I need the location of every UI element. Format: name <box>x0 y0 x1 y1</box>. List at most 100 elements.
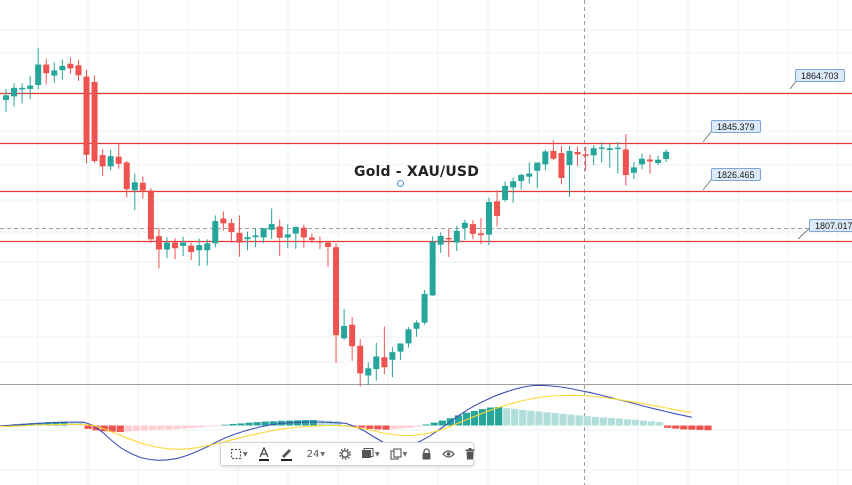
candle-up <box>397 343 404 352</box>
style-button[interactable]: ▼ <box>358 444 383 464</box>
candle-down <box>147 190 154 240</box>
candle-down <box>469 224 476 234</box>
candle-up <box>252 235 259 238</box>
text-color-icon <box>258 447 270 461</box>
font-size-select[interactable]: 24 ▼ <box>304 444 328 464</box>
candle-up <box>421 293 428 323</box>
candle-down <box>494 201 501 216</box>
select-tool-button[interactable]: ▼ <box>227 444 251 464</box>
candle-up <box>453 230 460 243</box>
levels-group <box>0 75 852 243</box>
histogram-bar <box>398 425 406 429</box>
candle-down <box>172 242 179 249</box>
trash-icon <box>465 448 475 460</box>
histogram-bar <box>148 425 157 430</box>
level-label-1807[interactable]: 1807.017 <box>809 219 852 232</box>
candle-down <box>582 154 589 156</box>
histogram-bar <box>591 416 599 426</box>
histogram-bar <box>237 423 245 426</box>
histogram-bar <box>269 421 277 426</box>
candle-down <box>308 237 315 240</box>
candle-up <box>598 147 605 149</box>
oscillator-line-signal <box>0 394 692 450</box>
font-size-value: 24 <box>306 448 320 460</box>
histogram-bar <box>696 425 704 430</box>
histogram-bar <box>527 410 535 426</box>
histogram-bar <box>261 421 269 426</box>
histogram-bar <box>599 417 607 426</box>
histogram-bar <box>567 414 575 426</box>
candle-up <box>3 95 9 100</box>
histogram-bar <box>52 421 60 426</box>
candle-up <box>534 162 541 171</box>
level-label-1864[interactable]: 1864.703 <box>795 69 845 82</box>
histogram-bar <box>189 425 197 429</box>
histogram-bar <box>301 420 310 426</box>
candle-up <box>204 243 211 251</box>
lock-button[interactable] <box>418 444 435 464</box>
histogram-bar <box>519 409 527 426</box>
candle-up <box>244 237 251 240</box>
delete-button[interactable] <box>462 444 478 464</box>
histogram-bar <box>245 422 253 426</box>
candle-down <box>67 63 74 69</box>
histogram-bar <box>454 415 462 426</box>
candle-up <box>51 70 58 76</box>
histogram-bar <box>181 425 189 429</box>
candles-group <box>3 47 670 387</box>
candle-down <box>622 149 629 176</box>
histogram-bar <box>36 422 44 426</box>
histogram-bar <box>672 425 680 429</box>
histogram-bar <box>221 424 229 426</box>
histogram-bar <box>607 417 615 426</box>
histogram-bar <box>551 413 559 426</box>
histogram-bar <box>44 422 52 426</box>
histogram-bar <box>631 419 640 426</box>
candle-down <box>220 218 227 224</box>
candle-up <box>131 182 138 191</box>
clone-button[interactable]: ▼ <box>387 444 411 464</box>
candle-up <box>518 174 525 182</box>
candle-down <box>43 64 50 74</box>
chart-title: Gold - XAU/USD <box>354 164 480 180</box>
histogram-bar <box>124 425 132 432</box>
visibility-button[interactable] <box>439 444 458 464</box>
candle-up <box>19 87 26 90</box>
histogram-bar <box>559 413 567 426</box>
histogram-bar <box>342 424 350 426</box>
chevron-down-icon: ▼ <box>243 450 248 458</box>
histogram-bar <box>704 425 712 431</box>
level-label-1826[interactable]: 1826.465 <box>711 168 761 181</box>
line-color-button[interactable] <box>277 444 296 464</box>
histogram-bar <box>326 420 334 426</box>
text-color-button[interactable] <box>255 444 273 464</box>
candle-down <box>357 345 364 374</box>
title-anchor-handle[interactable] <box>397 180 404 187</box>
candle-down <box>477 233 484 236</box>
candle-down <box>91 81 98 161</box>
histogram-bar <box>688 425 696 430</box>
candle-up <box>405 329 412 344</box>
candle-down <box>155 236 162 250</box>
histogram-bar <box>543 412 551 426</box>
candle-up <box>373 356 380 370</box>
settings-button[interactable] <box>336 444 354 464</box>
histogram-bar <box>84 425 92 429</box>
candle-up <box>35 64 42 86</box>
eye-icon <box>442 449 456 459</box>
candle-down <box>276 226 283 238</box>
chevron-down-icon: ▼ <box>402 450 408 458</box>
histogram-bar <box>374 425 382 430</box>
candle-down <box>550 150 557 159</box>
candle-up <box>196 245 203 251</box>
histogram-bar <box>430 422 438 426</box>
candle-up <box>107 156 114 167</box>
candle-down <box>647 159 653 162</box>
candle-up <box>630 167 637 173</box>
level-label-1845[interactable]: 1845.379 <box>711 120 761 133</box>
candle-up <box>292 226 299 234</box>
histogram-bar <box>639 420 648 426</box>
